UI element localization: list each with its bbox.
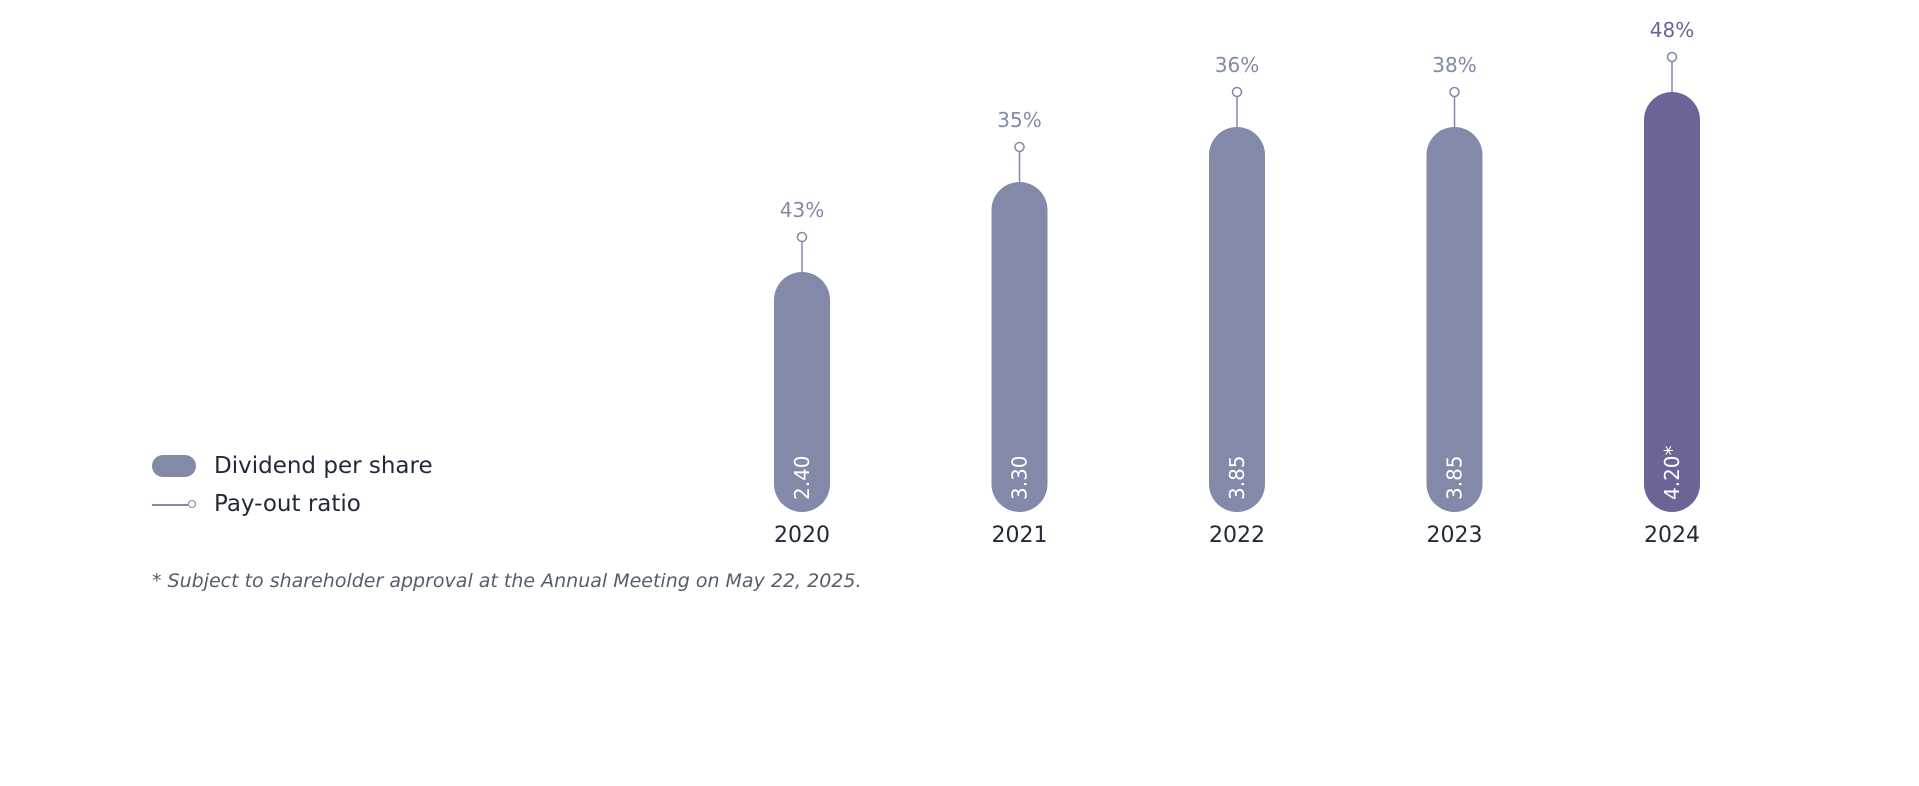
- payout-marker: [1666, 51, 1678, 63]
- x-tick-label: 2022: [1209, 523, 1265, 548]
- payout-ratio-label: 43%: [780, 198, 824, 222]
- dividend-value-label: 3.85: [1443, 455, 1467, 500]
- payout-marker: [1014, 141, 1025, 153]
- payout-ratio-label: 48%: [1650, 18, 1694, 42]
- dividend-value-label: 3.30: [1008, 455, 1032, 500]
- dividend-bar: [1209, 127, 1265, 512]
- dividend-bar: [1644, 92, 1700, 512]
- x-tick-label: 2020: [774, 523, 830, 548]
- dividend-bar: [1426, 127, 1483, 512]
- payout-marker: [1231, 86, 1243, 98]
- dividend-value-label: 4.20*: [1660, 445, 1684, 500]
- payout-marker: [1449, 86, 1460, 98]
- payout-ratio-label: 36%: [1215, 53, 1259, 77]
- dividend-bar: [774, 272, 830, 512]
- payout-ratio-label: 38%: [1432, 53, 1476, 77]
- x-tick-label: 2023: [1427, 523, 1483, 548]
- legend-swatch-dividend: [152, 455, 196, 477]
- dividend-value-label: 2.40: [790, 455, 814, 500]
- legend-item-dividend: Dividend per share: [152, 447, 433, 485]
- payout-marker: [796, 231, 808, 243]
- dividend-bar: [991, 182, 1048, 512]
- legend-label-dividend: Dividend per share: [214, 453, 433, 479]
- legend-marker-ratio: [152, 497, 196, 511]
- dividend-value-label: 3.85: [1225, 455, 1249, 500]
- legend: Dividend per share Pay-out ratio: [152, 447, 433, 523]
- legend-label-ratio: Pay-out ratio: [214, 491, 361, 517]
- x-tick-label: 2021: [992, 523, 1048, 548]
- footnote: * Subject to shareholder approval at the…: [152, 570, 862, 592]
- payout-ratio-label: 35%: [997, 108, 1041, 132]
- legend-item-ratio: Pay-out ratio: [152, 485, 433, 523]
- x-tick-label: 2024: [1644, 523, 1700, 548]
